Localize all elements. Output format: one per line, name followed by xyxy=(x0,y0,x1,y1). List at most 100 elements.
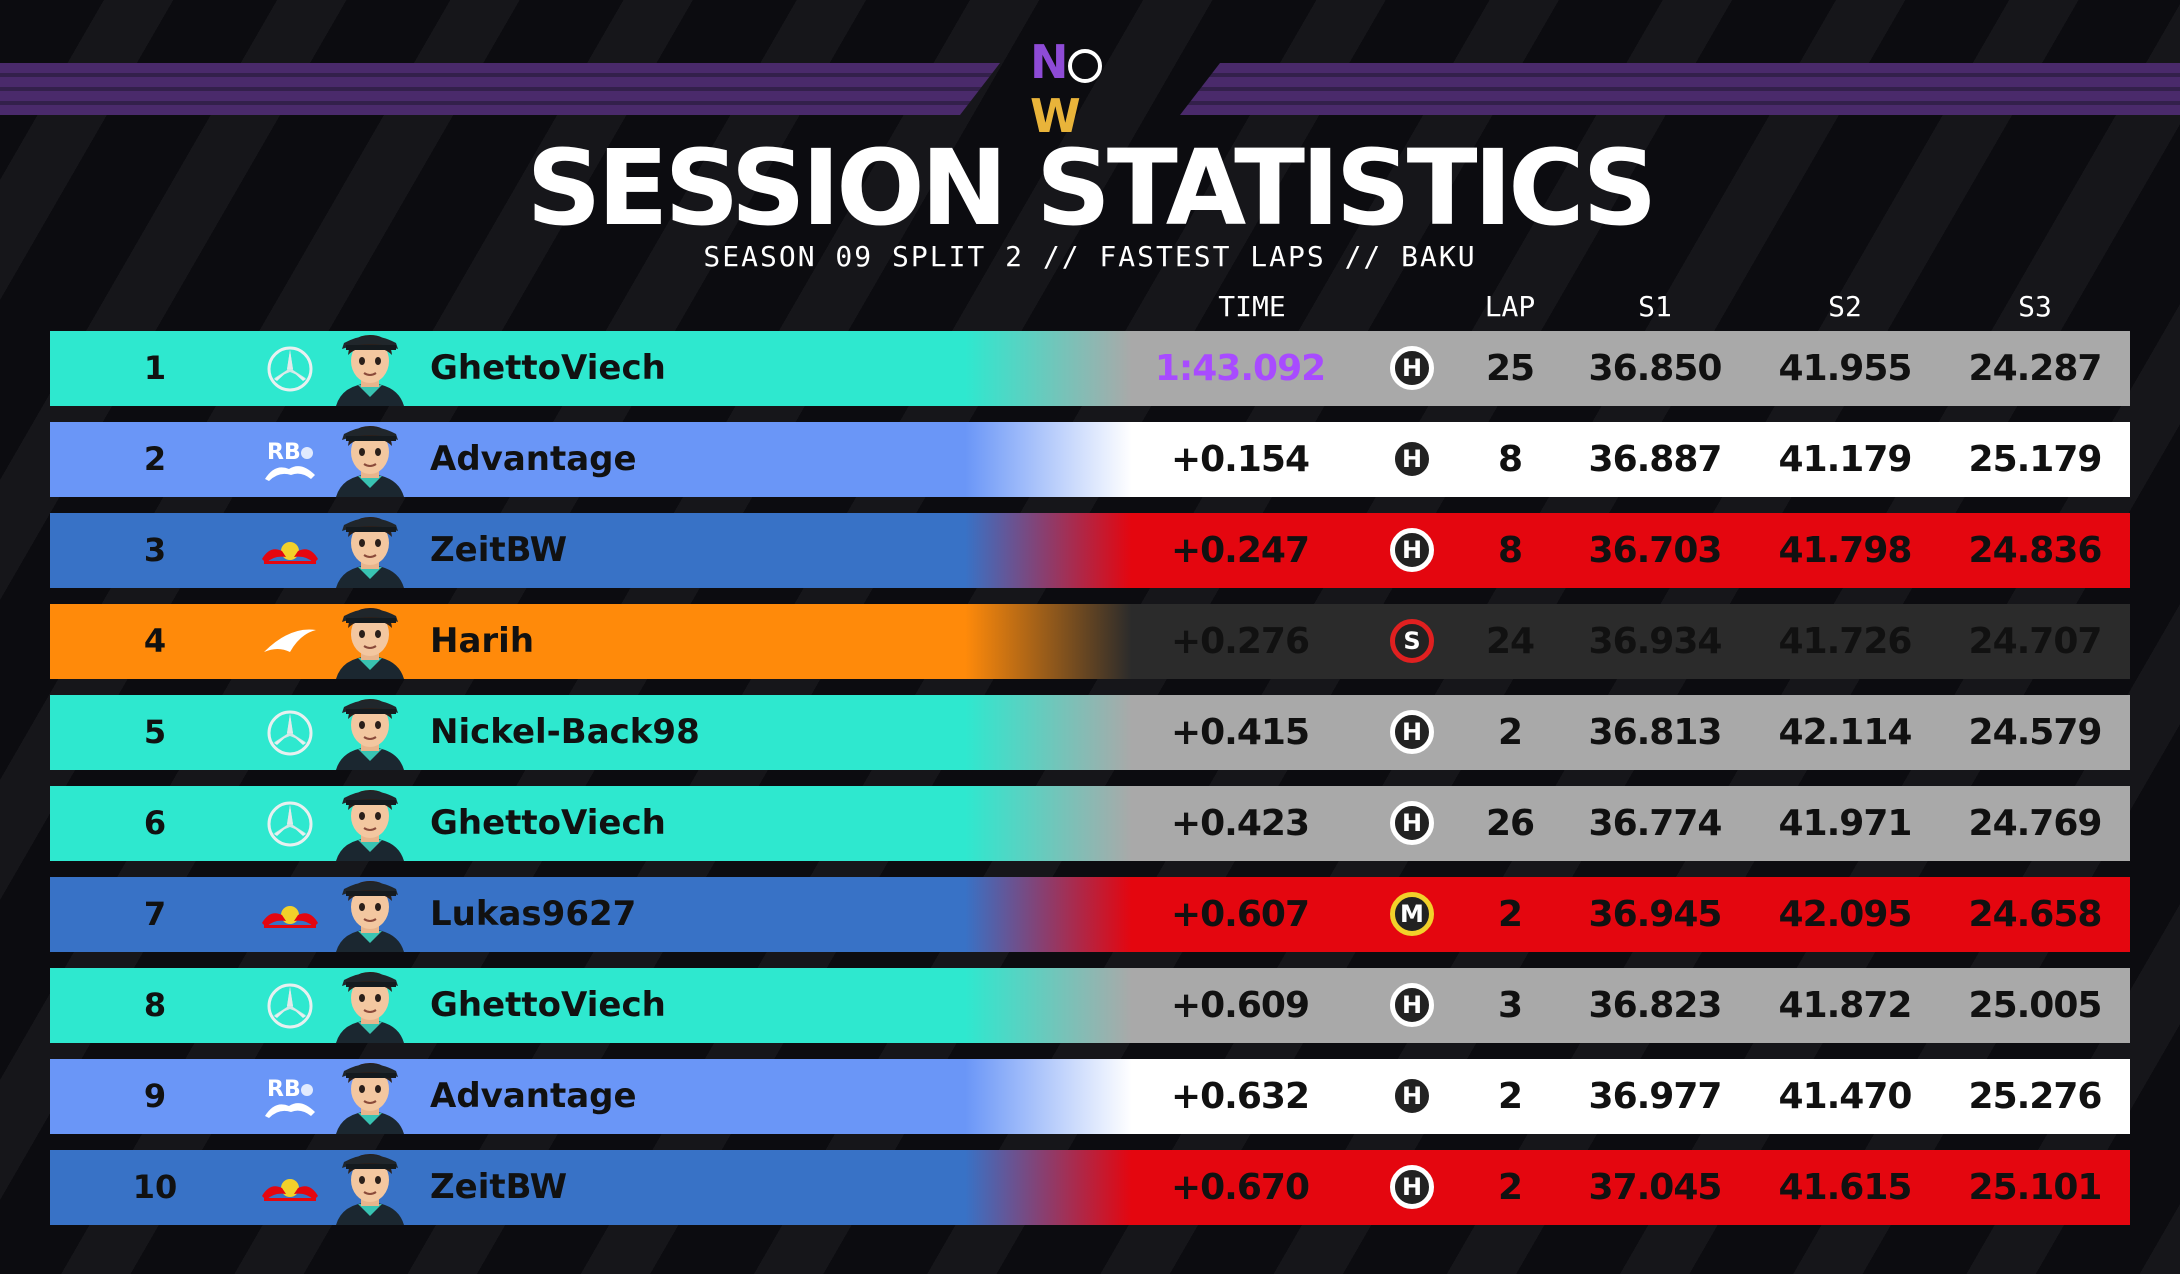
position: 5 xyxy=(143,713,167,751)
lap-time: +0.632 xyxy=(1170,1076,1310,1117)
header-band xyxy=(0,63,2180,115)
rb-icon: RB xyxy=(260,1069,320,1124)
driver-name: Lukas9627 xyxy=(430,894,637,934)
sector-1-time: 36.934 xyxy=(1588,621,1723,662)
sector-1-time: 36.703 xyxy=(1588,530,1723,571)
page-subtitle: SEASON 09 SPLIT 2 // FASTEST LAPS // BAK… xyxy=(703,240,1477,273)
tyre-compound-icon: H xyxy=(1390,710,1434,754)
lap-number: 24 xyxy=(1485,621,1535,662)
sector-3-time: 25.005 xyxy=(1968,985,2103,1026)
column-header-s1: S1 xyxy=(1638,290,1672,323)
driver-name: Advantage xyxy=(430,439,637,479)
lap-time: +0.670 xyxy=(1170,1167,1310,1208)
sector-2-time: 41.470 xyxy=(1778,1076,1913,1117)
sector-2-time: 41.872 xyxy=(1778,985,1913,1026)
driver-name: ZeitBW xyxy=(430,1167,568,1207)
lap-number: 2 xyxy=(1497,712,1523,753)
table-row: 8 GhettoViech +0.609 H 3 36.823 41.872 25.005 xyxy=(50,968,2130,1043)
mclaren-icon xyxy=(260,614,320,669)
lap-number: 26 xyxy=(1485,803,1535,844)
tyre-compound-icon: H xyxy=(1390,528,1434,572)
logo-letter-n: N xyxy=(1030,35,1068,89)
driver-name: GhettoViech xyxy=(430,348,666,388)
tyre-compound-icon: H xyxy=(1390,1074,1434,1118)
sector-1-time: 36.887 xyxy=(1588,439,1723,480)
position: 6 xyxy=(143,804,167,842)
sector-1-time: 36.813 xyxy=(1588,712,1723,753)
lap-number: 2 xyxy=(1497,1167,1523,1208)
mercedes-icon xyxy=(260,978,320,1033)
mercedes-icon xyxy=(260,705,320,760)
lap-time: +0.607 xyxy=(1170,894,1310,935)
driver-avatar-icon xyxy=(328,509,412,588)
position: 9 xyxy=(143,1077,167,1115)
sector-3-time: 25.179 xyxy=(1968,439,2103,480)
driver-name: Nickel-Back98 xyxy=(430,712,700,752)
tyre-compound-icon: H xyxy=(1390,1165,1434,1209)
lap-number: 2 xyxy=(1497,894,1523,935)
sector-2-time: 41.971 xyxy=(1778,803,1913,844)
sector-1-time: 36.823 xyxy=(1588,985,1723,1026)
page-title: SESSION STATISTICS xyxy=(526,127,1658,249)
sector-3-time: 24.287 xyxy=(1968,348,2103,389)
table-row: 9 RB Advantage +0.632 H 2 36.977 41.470 25.276 xyxy=(50,1059,2130,1134)
column-header-time: TIME xyxy=(1218,290,1286,323)
sector-1-time: 36.774 xyxy=(1588,803,1723,844)
tyre-compound-icon: M xyxy=(1390,892,1434,936)
driver-name: Harih xyxy=(430,621,535,661)
sector-3-time: 25.101 xyxy=(1968,1167,2103,1208)
driver-avatar-icon xyxy=(328,691,412,770)
position: 7 xyxy=(143,895,167,933)
position: 8 xyxy=(143,986,167,1024)
red-bull-icon xyxy=(260,1160,320,1215)
lap-time: +0.276 xyxy=(1170,621,1310,662)
lap-number: 25 xyxy=(1485,348,1535,389)
column-header-s2: S2 xyxy=(1828,290,1862,323)
sector-3-time: 24.836 xyxy=(1968,530,2103,571)
sector-1-time: 37.045 xyxy=(1588,1167,1723,1208)
logo-letter-w: W xyxy=(1030,89,1081,143)
sector-2-time: 41.726 xyxy=(1778,621,1913,662)
now-logo: NW xyxy=(1030,35,1150,143)
table-row: 5 Nickel-Back98 +0.415 H 2 36.813 42.114 24.579 xyxy=(50,695,2130,770)
lap-number: 8 xyxy=(1497,439,1523,480)
driver-avatar-icon xyxy=(328,873,412,952)
sector-2-time: 41.798 xyxy=(1778,530,1913,571)
lap-time: +0.247 xyxy=(1170,530,1310,571)
mercedes-icon xyxy=(260,796,320,851)
position: 2 xyxy=(143,440,167,478)
header-band-right xyxy=(1180,63,2180,115)
sector-2-time: 42.114 xyxy=(1778,712,1913,753)
rb-icon: RB xyxy=(260,432,320,487)
lap-time: 1:43.092 xyxy=(1154,348,1326,389)
sector-2-time: 41.179 xyxy=(1778,439,1913,480)
driver-name: ZeitBW xyxy=(430,530,568,570)
mercedes-icon xyxy=(260,341,320,396)
position: 10 xyxy=(132,1168,178,1206)
table-row: 10 ZeitBW +0.670 H 2 37.045 41.615 25.101 xyxy=(50,1150,2130,1225)
logo-ring-icon xyxy=(1067,48,1102,83)
table-row: 1 GhettoViech 1:43.092 H 25 36.850 41.955 24.28… xyxy=(50,331,2130,406)
red-bull-icon xyxy=(260,523,320,578)
tyre-compound-icon: H xyxy=(1390,346,1434,390)
table-row: 3 ZeitBW +0.247 H 8 36.703 41.798 24.836 xyxy=(50,513,2130,588)
lap-time: +0.609 xyxy=(1170,985,1310,1026)
tyre-compound-icon: S xyxy=(1390,619,1434,663)
svg-text:RB: RB xyxy=(267,1077,301,1102)
sector-3-time: 24.769 xyxy=(1968,803,2103,844)
tyre-compound-icon: H xyxy=(1390,983,1434,1027)
driver-avatar-icon xyxy=(328,418,412,497)
lap-time: +0.423 xyxy=(1170,803,1310,844)
tyre-compound-icon: H xyxy=(1390,801,1434,845)
lap-number: 8 xyxy=(1497,530,1523,571)
table-row: 2 RB Advantage +0.154 H 8 36.887 41.179 25.179 xyxy=(50,422,2130,497)
sector-2-time: 41.615 xyxy=(1778,1167,1913,1208)
results-table: 1 GhettoViech 1:43.092 H 25 36.850 41.955 24.28… xyxy=(50,331,2130,1241)
position: 1 xyxy=(143,349,167,387)
red-bull-icon xyxy=(260,887,320,942)
driver-name: GhettoViech xyxy=(430,985,666,1025)
sector-1-time: 36.945 xyxy=(1588,894,1723,935)
position: 3 xyxy=(143,531,167,569)
sector-1-time: 36.850 xyxy=(1588,348,1723,389)
driver-avatar-icon xyxy=(328,964,412,1043)
